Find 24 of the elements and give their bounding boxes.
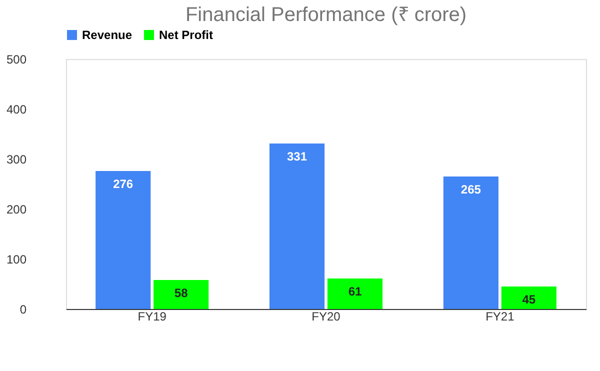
data-label: 45	[522, 292, 536, 306]
legend-label: Revenue	[82, 28, 132, 42]
legend-label: Net Profit	[159, 28, 214, 42]
data-label: 61	[348, 284, 362, 298]
bar	[443, 176, 498, 309]
chart-title: Financial Performance (₹ crore)	[185, 4, 467, 26]
y-tick-label: 400	[6, 102, 27, 116]
bar	[154, 280, 209, 309]
y-tick-label: 100	[6, 252, 27, 266]
y-tick-label: 500	[6, 52, 27, 66]
x-tick-label: FY20	[312, 310, 341, 324]
bar	[96, 171, 151, 309]
data-label: 276	[113, 177, 134, 191]
x-tick-label: FY19	[138, 310, 167, 324]
bar	[501, 286, 556, 309]
bar	[269, 144, 325, 309]
data-label: 58	[174, 286, 188, 300]
y-tick-label: 300	[6, 152, 27, 166]
bar	[327, 278, 383, 309]
x-tick-label: FY21	[486, 310, 515, 324]
data-label: 265	[460, 182, 482, 196]
y-tick-label: 200	[6, 202, 27, 216]
data-label: 331	[287, 150, 308, 164]
y-tick-label: 0	[20, 302, 27, 316]
